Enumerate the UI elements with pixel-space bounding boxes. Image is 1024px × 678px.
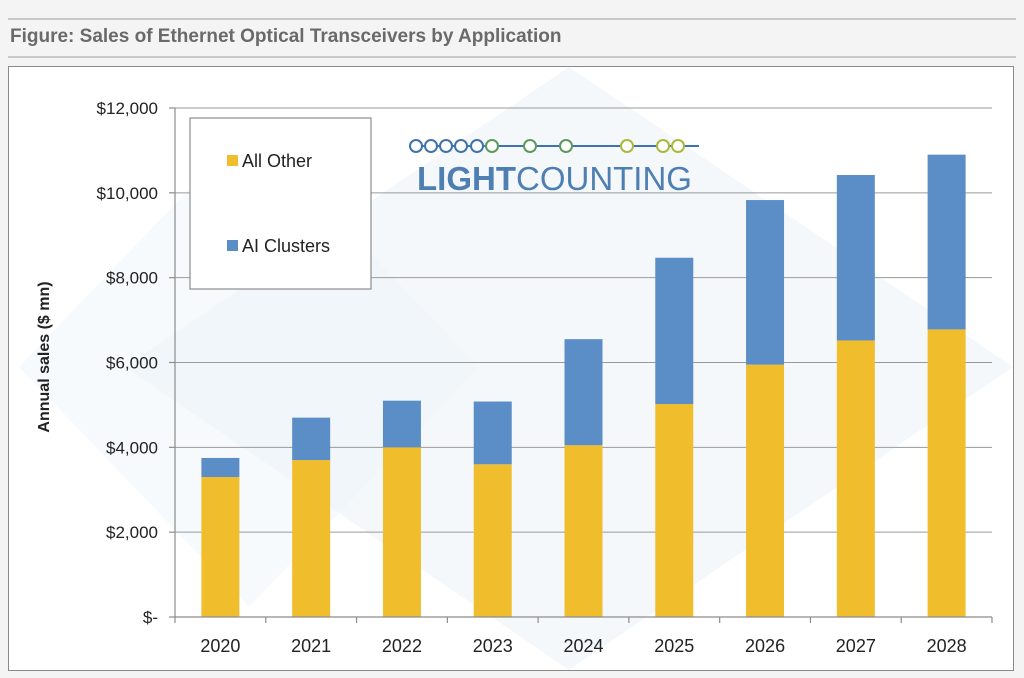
bar-all-other-2024 [564,445,603,617]
bar-all-other-2026 [746,364,785,617]
y-tick-label: $6,000 [106,354,158,373]
logo-chain-dot [671,139,685,153]
x-tick-label: 2028 [927,636,967,656]
bar-all-other-2021 [292,460,331,617]
chart-panel: $- $2,000 $4,000 $6,000 $8,000 $10,000 $12,000… [8,66,1014,671]
x-tick-label: 2022 [382,636,422,656]
legend: All Other AI Clusters [189,117,372,290]
legend-box [189,117,372,290]
y-tick-label: $12,000 [97,99,158,118]
legend-label-all-other: All Other [242,151,312,171]
logo-chain-dot [409,139,423,153]
bar-all-other-2027 [836,340,875,617]
bar-ai-clusters-2021 [292,417,331,461]
logo-chain-icon [409,139,699,153]
logo-chain-dot [470,139,484,153]
x-tick-labels: 2020 2021 2022 2023 2024 2025 2026 2027 2028 [200,636,966,656]
bar-all-other-2023 [473,464,512,617]
bar-ai-clusters-2022 [382,400,421,448]
x-tick-label: 2023 [473,636,513,656]
y-tick-label: $8,000 [106,269,158,288]
logo-chain-dot [485,139,499,153]
figure-title: Figure: Sales of Ethernet Optical Transc… [10,26,562,47]
top-rule [8,18,1016,20]
logo-chain-dot [656,139,670,153]
logo-chain-dot [439,139,453,153]
y-tick-labels: $- $2,000 $4,000 $6,000 $8,000 $10,000 $12,000 [97,99,158,627]
x-tick-label: 2027 [836,636,876,656]
legend-swatch-all-other [227,155,238,166]
logo-chain-dot [454,139,468,153]
bar-ai-clusters-2023 [473,401,512,465]
bar-all-other-2028 [927,329,966,617]
y-tick-label: $- [143,608,158,627]
lightcounting-logo: LIGHTCOUNTING [409,139,699,197]
bar-ai-clusters-2025 [655,257,694,405]
y-axis-label: Annual sales ($ mn) [36,281,53,432]
logo-text: LIGHTCOUNTING [417,160,692,197]
bar-ai-clusters-2027 [836,175,875,341]
logo-chain-dot [620,139,634,153]
x-tick-label: 2021 [291,636,331,656]
x-tick-label: 2024 [563,636,603,656]
bar-ai-clusters-2028 [927,154,966,330]
axes [174,108,993,623]
bar-all-other-2022 [382,447,421,617]
bar-ai-clusters-2026 [746,200,785,365]
x-tick-label: 2026 [745,636,785,656]
logo-chain-dot [424,139,438,153]
bar-ai-clusters-2024 [564,339,603,446]
y-tick-label: $2,000 [106,523,158,542]
bars [201,154,966,617]
bar-all-other-2025 [655,404,694,617]
legend-swatch-ai-clusters [227,240,238,251]
x-tick-label: 2025 [654,636,694,656]
bar-ai-clusters-2020 [201,457,240,478]
x-tick-label: 2020 [200,636,240,656]
logo-chain-dot [559,139,573,153]
bar-all-other-2020 [201,477,240,617]
title-rule [8,56,1016,58]
y-tick-label: $10,000 [97,184,158,203]
legend-label-ai-clusters: AI Clusters [242,236,330,256]
stacked-bar-chart: $- $2,000 $4,000 $6,000 $8,000 $10,000 $12,000… [19,67,1013,670]
y-tick-label: $4,000 [106,438,158,457]
logo-chain-dot [523,139,537,153]
